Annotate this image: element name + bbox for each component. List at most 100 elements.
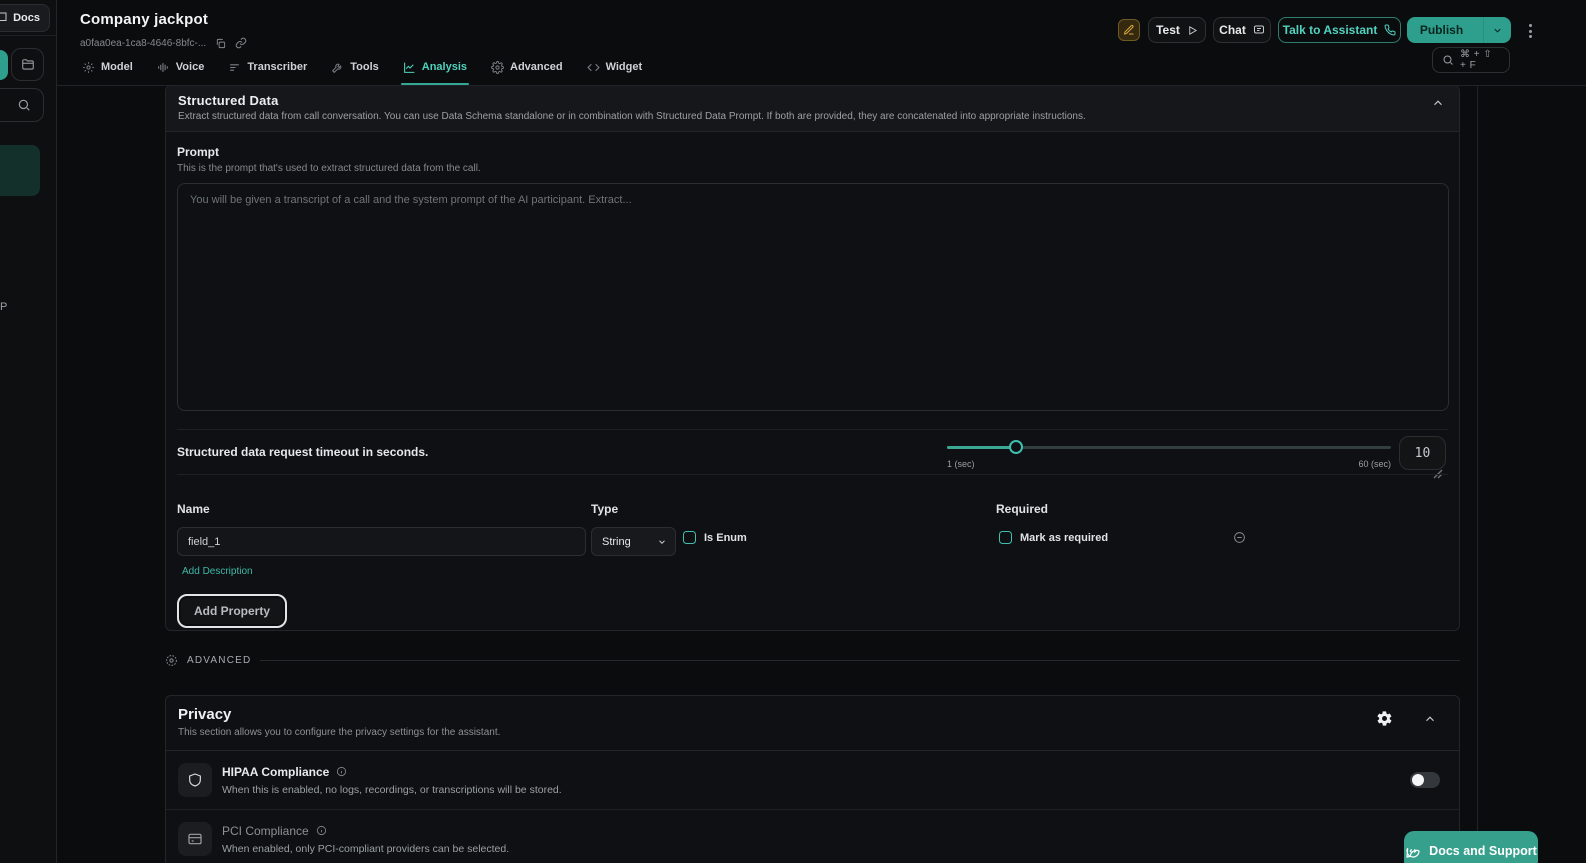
sidebar-selected-assistant[interactable] [0, 145, 40, 196]
slider-max-label: 60 (sec) [1358, 459, 1391, 469]
tab-voice-label: Voice [175, 61, 205, 73]
privacy-section: Privacy This section allows you to confi… [165, 695, 1460, 863]
shield-icon [178, 763, 212, 797]
pci-description: When enabled, only PCI-compliant provide… [222, 842, 510, 855]
collapse-chevron-icon[interactable] [1431, 96, 1445, 110]
pci-compliance-row: PCI Compliance When enabled, only PCI-co… [166, 809, 1459, 863]
assistant-title: Company jackpot [80, 11, 209, 28]
assistant-id-row: a0faa0ea-1ca8-4646-8bfc-... [80, 37, 247, 49]
text-lines-icon [228, 61, 241, 74]
talk-to-assistant-button[interactable]: Talk to Assistant [1278, 17, 1401, 43]
phone-icon [1384, 24, 1396, 36]
pci-title: PCI Compliance [222, 823, 309, 838]
edit-pencil-button[interactable] [1118, 19, 1140, 41]
timeout-value-input[interactable]: 10 [1399, 436, 1446, 470]
left-sidebar: Docs P [0, 0, 57, 863]
privacy-header: Privacy This section allows you to confi… [166, 696, 1459, 751]
tab-voice[interactable]: Voice [155, 57, 207, 85]
tab-analysis[interactable]: Analysis [400, 57, 470, 85]
add-property-button[interactable]: Add Property [177, 594, 288, 628]
column-header-required: Required [996, 502, 1049, 516]
type-select-value: String [602, 535, 631, 548]
code-icon [586, 61, 600, 74]
checkbox-icon[interactable] [999, 531, 1012, 544]
is-enum-checkbox[interactable]: Is Enum [683, 531, 747, 544]
search-icon [17, 98, 31, 112]
timeout-label: Structured data request timeout in secon… [177, 445, 429, 459]
search-shortcut-button[interactable]: ⌘ + ⇧ + F [1432, 47, 1510, 73]
tab-model[interactable]: Model [80, 57, 135, 85]
structured-data-section: Structured Data Extract structured data … [165, 86, 1460, 631]
tab-tools-label: Tools [350, 61, 379, 73]
slider-track[interactable] [947, 446, 1391, 449]
column-header-type: Type [591, 502, 619, 516]
gear-icon [165, 654, 178, 667]
mark-required-checkbox[interactable]: Mark as required [999, 531, 1108, 544]
chat-button-label: Chat [1219, 23, 1246, 37]
hipaa-toggle[interactable] [1410, 772, 1440, 788]
sidebar-search-input[interactable] [0, 88, 44, 122]
wrench-icon [331, 61, 344, 74]
add-description-link[interactable]: Add Description [182, 566, 253, 577]
tab-widget[interactable]: Widget [585, 57, 645, 85]
tab-transcriber[interactable]: Transcriber [226, 57, 309, 85]
property-type-select[interactable]: String [591, 527, 676, 556]
slider-knob[interactable] [1008, 440, 1023, 454]
tab-advanced[interactable]: Advanced [489, 57, 565, 85]
advanced-divider: ADVANCED [165, 654, 1460, 667]
model-icon [82, 61, 95, 74]
timeout-slider[interactable]: 1 (sec) 60 (sec) [947, 439, 1391, 469]
tab-widget-label: Widget [605, 61, 643, 73]
link-icon[interactable] [235, 37, 247, 49]
chart-icon [403, 61, 416, 74]
tab-model-label: Model [101, 61, 133, 73]
publish-button-label[interactable]: Publish [1419, 23, 1464, 37]
chat-button[interactable]: Chat [1213, 17, 1271, 43]
test-button[interactable]: Test [1148, 17, 1206, 43]
property-name-input[interactable] [177, 527, 586, 556]
main-content: Structured Data Extract structured data … [57, 86, 1478, 863]
pencil-icon [1123, 24, 1135, 36]
structured-data-title: Structured Data [178, 93, 279, 108]
gear-icon [491, 60, 504, 74]
folder-button[interactable] [11, 48, 44, 81]
tab-tools[interactable]: Tools [329, 57, 381, 85]
collapse-chevron-icon[interactable] [1423, 712, 1437, 726]
pci-title-row: PCI Compliance [222, 824, 509, 838]
is-enum-label: Is Enum [704, 531, 747, 544]
remove-property-icon[interactable] [1233, 531, 1246, 544]
tab-analysis-label: Analysis [421, 61, 467, 73]
slider-fill [947, 446, 1016, 449]
privacy-title: Privacy [178, 706, 232, 723]
structured-data-description: Extract structured data from call conver… [178, 111, 1086, 122]
more-menu-button[interactable] [1523, 22, 1537, 40]
info-icon[interactable] [316, 825, 327, 836]
book-icon [0, 12, 8, 24]
timeout-row: Structured data request timeout in secon… [177, 429, 1448, 475]
docs-and-support-button[interactable]: Docs and Support [1404, 831, 1538, 863]
checkbox-icon[interactable] [683, 531, 696, 544]
chevron-down-icon [657, 537, 667, 547]
hipaa-compliance-row: HIPAA Compliance When this is enabled, n… [166, 751, 1459, 809]
structured-data-header[interactable]: Structured Data Extract structured data … [166, 86, 1459, 132]
waveform-icon [157, 61, 170, 74]
publish-dropdown-caret[interactable] [1483, 17, 1511, 43]
create-assistant-button[interactable] [0, 50, 8, 80]
assistant-tabs: Model Voice Transcriber Tools [80, 57, 644, 85]
tab-advanced-label: Advanced [510, 61, 563, 73]
copy-icon[interactable] [215, 38, 226, 49]
info-icon[interactable] [336, 766, 347, 777]
publish-button[interactable]: Publish [1407, 17, 1511, 43]
privacy-settings-gear-icon[interactable] [1376, 710, 1393, 727]
prompt-textarea[interactable] [177, 183, 1449, 411]
sidebar-divider [0, 35, 56, 36]
search-shortcut-keys: ⌘ + ⇧ + F [1460, 49, 1493, 71]
support-bubble-icon [1405, 843, 1421, 859]
sidebar-partial-text: P [0, 301, 8, 313]
sidebar-docs-tab[interactable]: Docs [0, 4, 50, 32]
support-button-label: Docs and Support [1429, 844, 1537, 858]
prompt-label: Prompt [177, 145, 219, 159]
docs-tab-label: Docs [13, 12, 40, 24]
privacy-description: This section allows you to configure the… [178, 727, 501, 738]
chat-bubble-icon [1253, 24, 1265, 36]
